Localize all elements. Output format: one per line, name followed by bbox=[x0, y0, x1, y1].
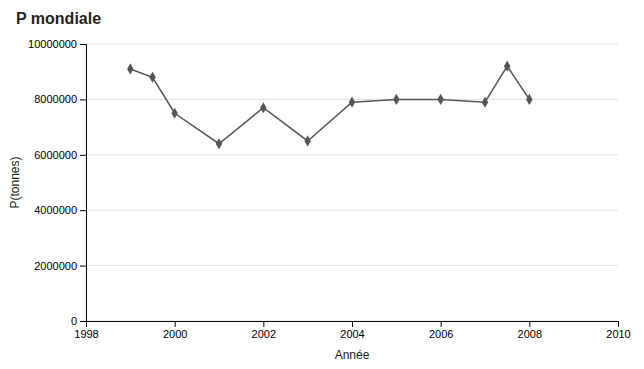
grid-line bbox=[86, 265, 618, 266]
x-tick-label: 2008 bbox=[518, 328, 542, 340]
x-tick-mark bbox=[175, 321, 176, 327]
x-tick-label: 2010 bbox=[606, 328, 630, 340]
point bbox=[504, 61, 510, 72]
x-tick: 2000 bbox=[163, 321, 187, 340]
y-tick-mark bbox=[80, 99, 86, 100]
x-tick: 1998 bbox=[74, 321, 98, 340]
plot-area: 1998 2000 2002 2004 2006 2008 2010 0 2000000 4000… bbox=[28, 38, 631, 340]
y-axis-title: P(tonnes) bbox=[8, 156, 22, 208]
x-axis-title: Année bbox=[335, 348, 370, 362]
point bbox=[393, 94, 399, 105]
x-tick: 2006 bbox=[429, 321, 453, 340]
x-tick-label: 2002 bbox=[252, 328, 276, 340]
x-tick-label: 2006 bbox=[429, 328, 453, 340]
y-axis-line bbox=[80, 45, 87, 322]
marks bbox=[127, 61, 532, 150]
chart: 1998 2000 2002 2004 2006 2008 2010 0 2000000 4000… bbox=[0, 0, 644, 369]
x-tick: 2008 bbox=[518, 321, 542, 340]
x-axis-line bbox=[87, 322, 619, 328]
x-tick: 2004 bbox=[340, 321, 364, 340]
x-tick-mark bbox=[352, 321, 353, 327]
x-tick-label: 2000 bbox=[163, 328, 187, 340]
line bbox=[130, 66, 529, 144]
x-tick-label: 1998 bbox=[74, 328, 98, 340]
x-axis: 1998 2000 2002 2004 2006 2008 2010 bbox=[74, 321, 630, 340]
y-tick: 2000000 bbox=[34, 260, 86, 272]
y-tick-label: 8000000 bbox=[34, 93, 77, 105]
y-axis: 0 2000000 4000000 6000000 8000000 10000000 bbox=[28, 38, 86, 327]
x-tick-mark bbox=[263, 321, 264, 327]
grid-line bbox=[86, 210, 618, 211]
y-tick-mark bbox=[80, 210, 86, 211]
x-tick: 2010 bbox=[606, 321, 630, 340]
x-tick-mark bbox=[618, 321, 619, 327]
y-tick: 10000000 bbox=[28, 38, 86, 50]
y-tick-label: 2000000 bbox=[34, 260, 77, 272]
y-tick-label: 10000000 bbox=[28, 38, 77, 50]
y-tick-label: 0 bbox=[71, 315, 77, 327]
point bbox=[149, 72, 155, 83]
y-tick-mark bbox=[80, 266, 86, 267]
point bbox=[171, 108, 177, 119]
y-tick-mark bbox=[80, 155, 86, 156]
y-tick-mark bbox=[80, 44, 86, 45]
x-tick: 2002 bbox=[252, 321, 276, 340]
x-tick-label: 2004 bbox=[340, 328, 364, 340]
point bbox=[216, 138, 222, 149]
point bbox=[526, 94, 532, 105]
grid-line bbox=[86, 154, 618, 155]
point bbox=[349, 97, 355, 108]
title: P mondiale bbox=[16, 10, 101, 27]
point bbox=[127, 63, 133, 74]
point bbox=[304, 135, 310, 146]
grid bbox=[86, 44, 618, 321]
x-tick-mark bbox=[441, 321, 442, 327]
y-tick: 0 bbox=[71, 315, 86, 327]
y-tick-mark bbox=[80, 321, 86, 322]
y-tick: 8000000 bbox=[34, 93, 86, 105]
point bbox=[437, 94, 443, 105]
y-tick: 6000000 bbox=[34, 149, 86, 161]
point bbox=[260, 102, 266, 113]
grid-line bbox=[86, 44, 618, 45]
x-tick-mark bbox=[529, 321, 530, 327]
y-tick: 4000000 bbox=[34, 204, 86, 216]
point bbox=[482, 97, 488, 108]
y-tick-label: 6000000 bbox=[34, 149, 77, 161]
y-tick-label: 4000000 bbox=[34, 204, 77, 216]
